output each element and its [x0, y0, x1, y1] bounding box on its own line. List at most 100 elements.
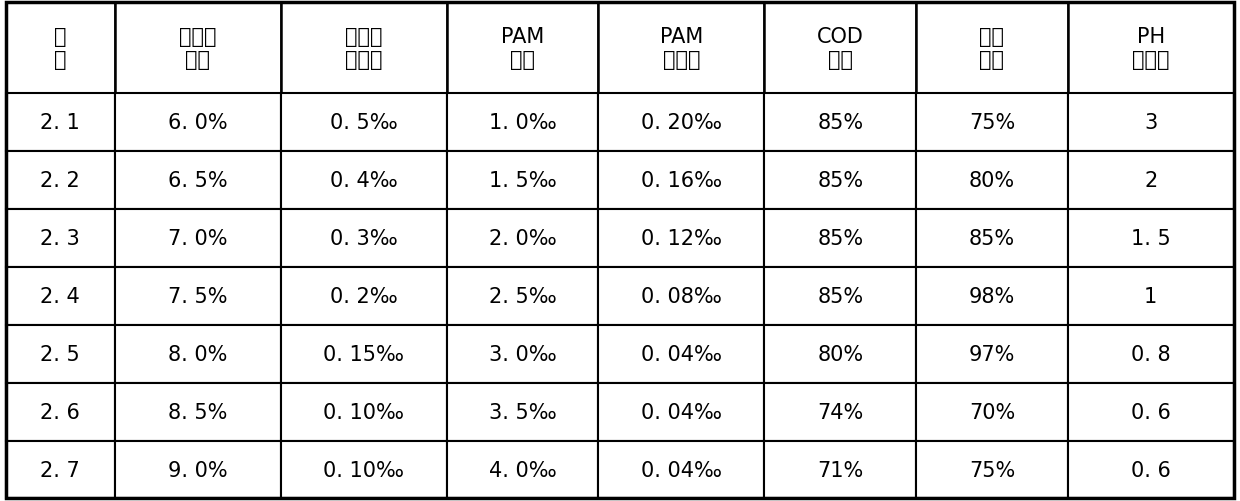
Text: 80%: 80% [817, 344, 863, 364]
Text: 0. 20‰: 0. 20‰ [641, 113, 722, 133]
Text: 85%: 85% [817, 228, 863, 248]
Text: 0. 2‰: 0. 2‰ [330, 287, 398, 306]
Bar [114, 94, 280, 152]
Bar [114, 383, 280, 441]
Bar [114, 441, 280, 498]
Text: 2. 7: 2. 7 [41, 459, 81, 479]
Text: 2. 5‰: 2. 5‰ [489, 287, 557, 306]
Bar [764, 3, 916, 94]
Bar [764, 152, 916, 210]
Text: 浊度
去除: 浊度 去除 [980, 27, 1004, 70]
Text: 0. 04‰: 0. 04‰ [641, 402, 722, 422]
Text: 2. 0‰: 2. 0‰ [489, 228, 557, 248]
Text: 0. 04‰: 0. 04‰ [641, 459, 722, 479]
Bar [280, 210, 446, 268]
Bar [114, 3, 280, 94]
Text: 0. 10‰: 0. 10‰ [324, 402, 404, 422]
Bar [1068, 152, 1234, 210]
Text: 硫酸铝
浓度: 硫酸铝 浓度 [179, 27, 216, 70]
Text: 8. 0%: 8. 0% [167, 344, 227, 364]
Text: 75%: 75% [968, 113, 1016, 133]
Bar [916, 441, 1068, 498]
Text: 85%: 85% [817, 287, 863, 306]
Text: 2: 2 [1145, 171, 1157, 191]
Bar [280, 3, 446, 94]
Text: 8. 5%: 8. 5% [167, 402, 227, 422]
Text: 2. 2: 2. 2 [41, 171, 81, 191]
Bar [6, 441, 114, 498]
Text: 97%: 97% [968, 344, 1016, 364]
Bar [6, 94, 114, 152]
Bar [446, 152, 599, 210]
Bar [916, 94, 1068, 152]
Text: 85%: 85% [817, 171, 863, 191]
Text: 80%: 80% [968, 171, 1016, 191]
Bar [6, 325, 114, 383]
Bar [280, 152, 446, 210]
Text: 1: 1 [1145, 287, 1157, 306]
Text: 6. 0%: 6. 0% [167, 113, 227, 133]
Bar [446, 210, 599, 268]
Text: 70%: 70% [968, 402, 1016, 422]
Bar [6, 268, 114, 325]
Bar [916, 268, 1068, 325]
Bar [764, 383, 916, 441]
Text: 2. 6: 2. 6 [41, 402, 81, 422]
Text: 0. 15‰: 0. 15‰ [324, 344, 404, 364]
Bar [1068, 383, 1234, 441]
Bar [599, 210, 764, 268]
Bar [114, 152, 280, 210]
Bar [446, 325, 599, 383]
Text: 74%: 74% [817, 402, 863, 422]
Text: 组
别: 组 别 [55, 27, 67, 70]
Text: 0. 5‰: 0. 5‰ [330, 113, 398, 133]
Bar [114, 268, 280, 325]
Bar [1068, 325, 1234, 383]
Text: 0. 4‰: 0. 4‰ [330, 171, 398, 191]
Text: 0. 16‰: 0. 16‰ [641, 171, 722, 191]
Bar [599, 268, 764, 325]
Bar [764, 441, 916, 498]
Text: 0. 6: 0. 6 [1131, 459, 1171, 479]
Bar [1068, 441, 1234, 498]
Text: 0. 08‰: 0. 08‰ [641, 287, 722, 306]
Bar [114, 210, 280, 268]
Text: 0. 10‰: 0. 10‰ [324, 459, 404, 479]
Text: 7. 0%: 7. 0% [167, 228, 227, 248]
Text: 2. 3: 2. 3 [41, 228, 81, 248]
Bar [599, 3, 764, 94]
Text: COD
去除: COD 去除 [817, 27, 864, 70]
Bar [280, 94, 446, 152]
Bar [764, 94, 916, 152]
Text: 硫酸铝
投加量: 硫酸铝 投加量 [345, 27, 382, 70]
Bar [280, 441, 446, 498]
Text: 7. 5%: 7. 5% [167, 287, 227, 306]
Bar [916, 383, 1068, 441]
Text: 2. 4: 2. 4 [41, 287, 81, 306]
Bar [764, 268, 916, 325]
Text: 2. 1: 2. 1 [41, 113, 81, 133]
Bar [1068, 3, 1234, 94]
Text: PH
降低量: PH 降低量 [1132, 27, 1169, 70]
Text: 0. 3‰: 0. 3‰ [330, 228, 398, 248]
Text: 1. 5‰: 1. 5‰ [489, 171, 557, 191]
Bar [446, 268, 599, 325]
Bar [280, 325, 446, 383]
Text: 98%: 98% [968, 287, 1016, 306]
Bar [280, 383, 446, 441]
Bar [6, 210, 114, 268]
Bar [599, 325, 764, 383]
Text: 0. 8: 0. 8 [1131, 344, 1171, 364]
Text: 75%: 75% [968, 459, 1016, 479]
Text: 2. 5: 2. 5 [41, 344, 81, 364]
Bar [6, 383, 114, 441]
Text: 4. 0‰: 4. 0‰ [489, 459, 557, 479]
Text: 3. 5‰: 3. 5‰ [489, 402, 557, 422]
Text: 0. 6: 0. 6 [1131, 402, 1171, 422]
Text: PAM
投加量: PAM 投加量 [660, 27, 703, 70]
Bar [446, 94, 599, 152]
Text: 85%: 85% [968, 228, 1016, 248]
Bar [446, 383, 599, 441]
Bar [599, 152, 764, 210]
Bar [280, 268, 446, 325]
